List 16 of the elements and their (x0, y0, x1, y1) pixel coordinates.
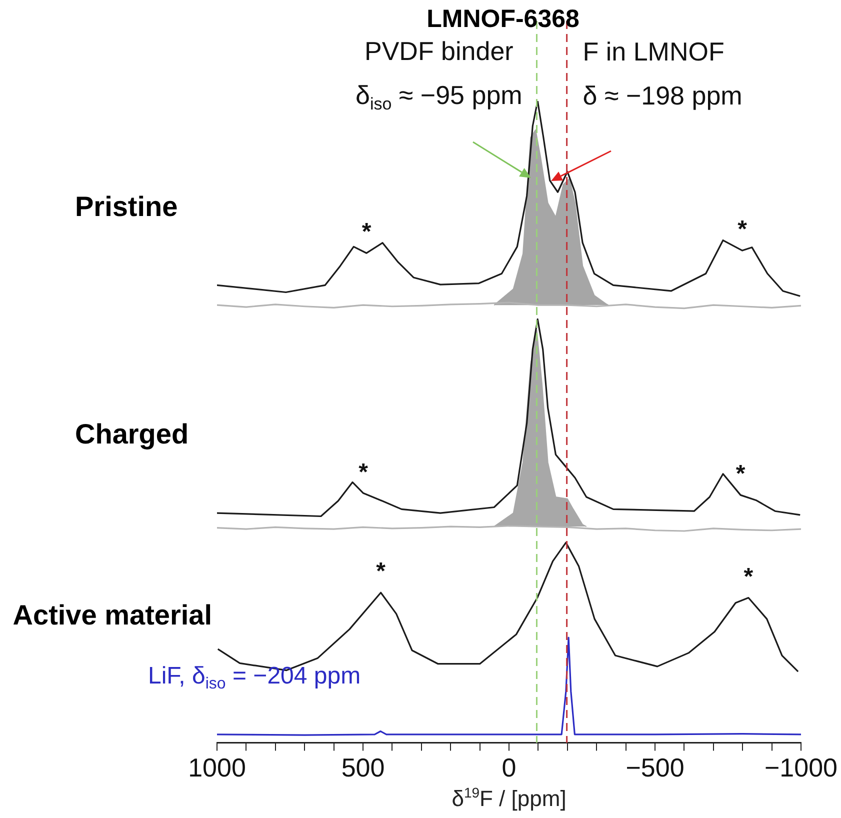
text: Pristine (75, 190, 178, 222)
x-tick-label: 500 (341, 752, 385, 783)
text: Charged (75, 418, 189, 450)
x-tick-label: 0 (502, 752, 516, 783)
x-tick-label: 1000 (188, 752, 246, 783)
x-tick-label: −1000 (764, 752, 838, 783)
annotation: * (736, 460, 746, 488)
series-label: Active material (12, 600, 212, 631)
annotation: F in LMNOF δ ≈ −198 ppm (582, 36, 742, 110)
annotation: * (738, 216, 748, 244)
annotation: * (358, 458, 369, 486)
annotation: * (744, 563, 754, 590)
x-tick-label: −500 (626, 752, 684, 783)
chart-title: LMNOF-6368 (426, 4, 580, 33)
annotation: * (376, 558, 386, 586)
annotation: * (362, 218, 372, 246)
